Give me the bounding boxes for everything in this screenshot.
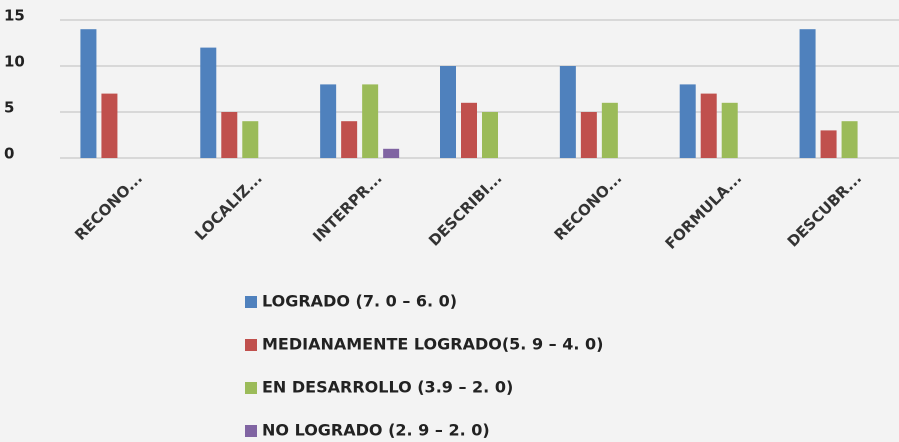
bar xyxy=(679,84,696,158)
x-tick-label: INTERPR... xyxy=(309,169,385,245)
y-tick-label: 0 xyxy=(4,145,14,163)
bar xyxy=(580,112,597,158)
legend-marker xyxy=(245,425,257,437)
x-tick-label: DESCUBR... xyxy=(784,169,865,250)
x-tick-label: RECONO... xyxy=(71,169,146,244)
bar xyxy=(221,112,238,158)
legend-label: EN DESARROLLO (3.9 – 2. 0) xyxy=(262,378,513,397)
bar xyxy=(242,121,259,158)
bar xyxy=(820,130,837,158)
y-tick-label: 15 xyxy=(4,7,25,25)
x-tick-label: DESCRIBI... xyxy=(425,169,505,249)
legend-label: MEDIANAMENTE LOGRADO(5. 9 – 4. 0) xyxy=(262,335,603,354)
y-tick-label: 5 xyxy=(4,99,14,117)
legend-marker xyxy=(245,382,257,394)
bar xyxy=(700,93,717,158)
bar xyxy=(362,84,379,158)
legend-marker xyxy=(245,296,257,308)
bar xyxy=(80,29,97,159)
bar xyxy=(341,121,358,158)
bar xyxy=(799,29,816,159)
x-tick-label: RECONO... xyxy=(551,169,626,244)
legend-label: NO LOGRADO (2. 9 – 2. 0) xyxy=(262,421,490,440)
bar xyxy=(200,47,217,158)
x-tick-label: LOCALIZ... xyxy=(191,169,266,244)
y-tick-label: 10 xyxy=(4,53,25,71)
legend-marker xyxy=(245,339,257,351)
legend-label: LOGRADO (7. 0 – 6. 0) xyxy=(262,292,457,311)
bar xyxy=(383,148,400,158)
bar xyxy=(721,102,738,158)
bar xyxy=(482,112,498,158)
bar xyxy=(601,102,618,158)
bar xyxy=(841,121,858,158)
bar xyxy=(101,93,118,158)
bar xyxy=(559,66,576,158)
x-tick-label: FORMULA... xyxy=(662,169,746,253)
bar xyxy=(320,84,337,158)
bar xyxy=(461,102,477,158)
bar xyxy=(440,66,456,158)
